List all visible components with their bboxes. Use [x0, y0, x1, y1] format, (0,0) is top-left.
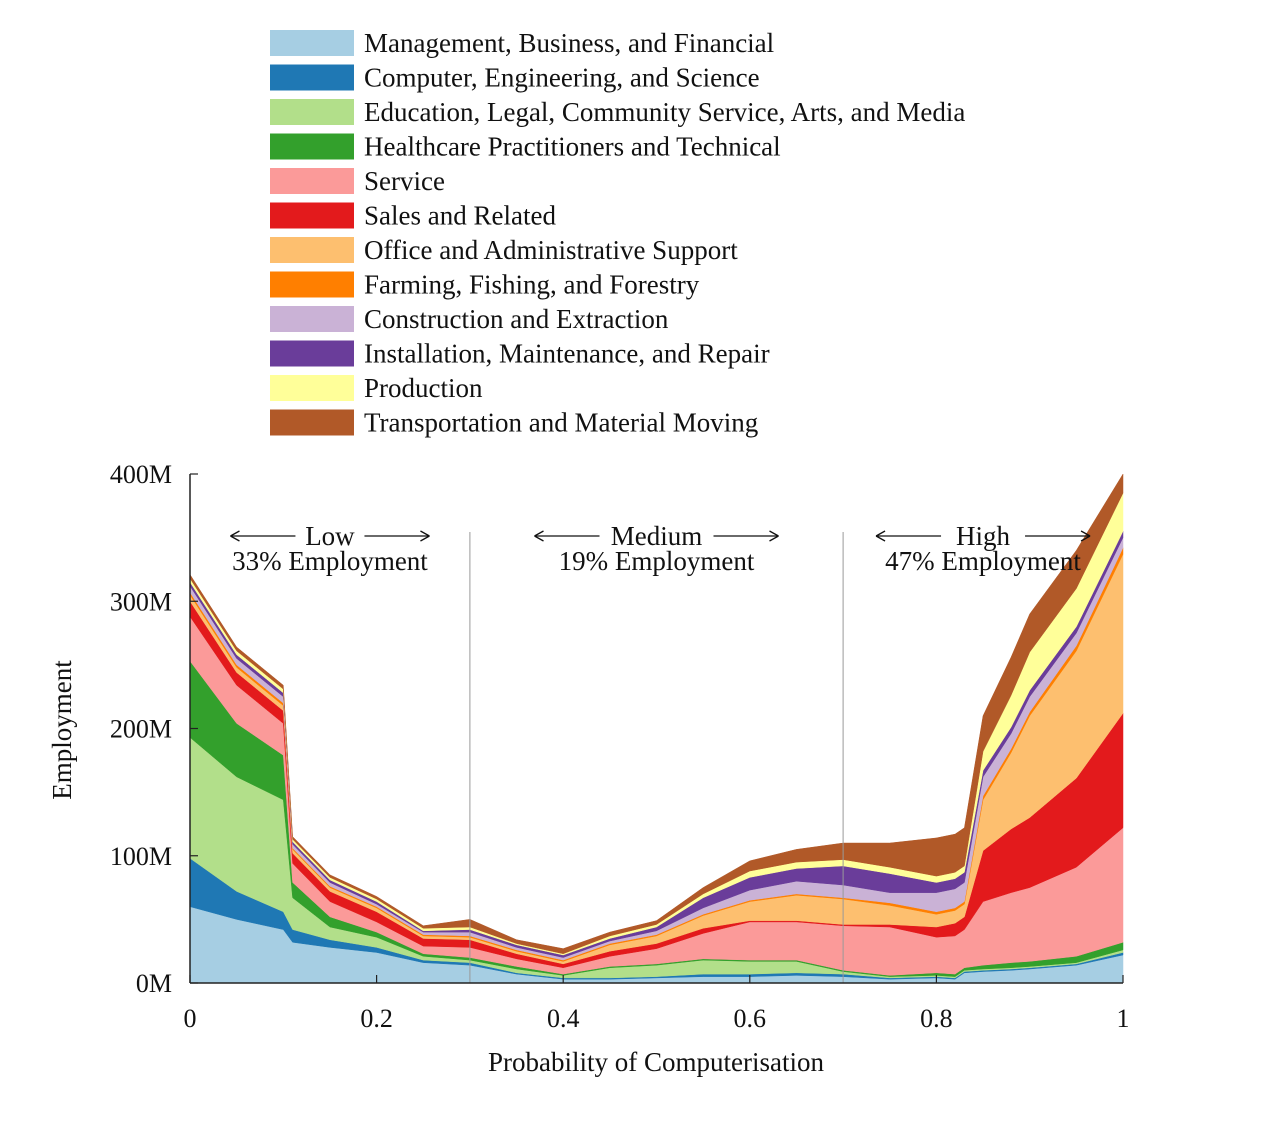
legend-swatch — [270, 64, 354, 91]
legend-swatch — [270, 30, 354, 56]
legend-label: Office and Administrative Support — [364, 235, 738, 265]
x-tick-label: 0.2 — [360, 1004, 393, 1033]
legend-swatch — [270, 409, 354, 436]
x-tick-label: 0.8 — [920, 1004, 953, 1033]
region-arrowhead-right — [1080, 530, 1091, 542]
y-tick-label: 0M — [136, 969, 172, 998]
legend-label: Transportation and Material Moving — [364, 408, 758, 438]
legend-label: Construction and Extraction — [364, 304, 669, 334]
region-share: 47% Employment — [885, 546, 1081, 576]
region-share: 19% Employment — [559, 546, 755, 576]
y-tick-label: 300M — [110, 587, 172, 616]
y-tick-label: 400M — [110, 460, 172, 489]
legend-label: Installation, Maintenance, and Repair — [364, 339, 770, 369]
legend: Management, Business, and Financial Compu… — [270, 28, 965, 438]
legend-swatch — [270, 168, 354, 194]
region-arrowhead-left — [875, 530, 886, 542]
region-arrowhead-right — [769, 530, 779, 542]
x-tick-label: 0 — [184, 1004, 197, 1033]
region-label: Medium — [611, 521, 703, 551]
y-tick-label: 100M — [110, 842, 172, 871]
x-tick-label: 0.6 — [734, 1004, 767, 1033]
region-label: High — [956, 521, 1011, 551]
legend-swatch — [270, 271, 354, 298]
legend-label: Production — [364, 373, 483, 403]
legend-label: Farming, Fishing, and Forestry — [364, 270, 700, 300]
area-series — [189, 473, 1124, 954]
legend-swatch — [270, 237, 354, 263]
legend-swatch — [270, 306, 354, 332]
x-tick-label: 1 — [1117, 1004, 1130, 1033]
region-label: Low — [305, 521, 355, 551]
legend-swatch — [270, 202, 354, 229]
legend-label: Healthcare Practitioners and Technical — [364, 132, 781, 162]
legend-label: Sales and Related — [364, 201, 556, 231]
legend-label: Education, Legal, Community Service, Art… — [364, 97, 965, 127]
x-tick-label: 0.4 — [547, 1004, 580, 1033]
region-arrowhead-left — [230, 530, 240, 542]
ticks: 0 0.2 0.4 0.6 0.8 1 0M 100M 200M 300M 400M — [110, 460, 1130, 1033]
legend-swatch — [270, 133, 354, 160]
stacked-areas — [189, 473, 1124, 984]
region-share: 33% Employment — [232, 546, 428, 576]
legend-label: Management, Business, and Financial — [364, 28, 774, 58]
y-axis-title: Employment — [47, 660, 77, 800]
legend-swatch — [270, 375, 354, 401]
region-dividers — [469, 532, 844, 983]
region-arrowhead-left — [534, 530, 544, 542]
legend-label: Computer, Engineering, and Science — [364, 63, 760, 93]
region-arrowhead-right — [420, 530, 430, 542]
legend-label: Service — [364, 166, 445, 196]
x-axis-title: Probability of Computerisation — [488, 1047, 824, 1077]
y-tick-label: 200M — [110, 715, 172, 744]
legend-swatch — [270, 340, 354, 367]
legend-swatch — [270, 99, 354, 125]
